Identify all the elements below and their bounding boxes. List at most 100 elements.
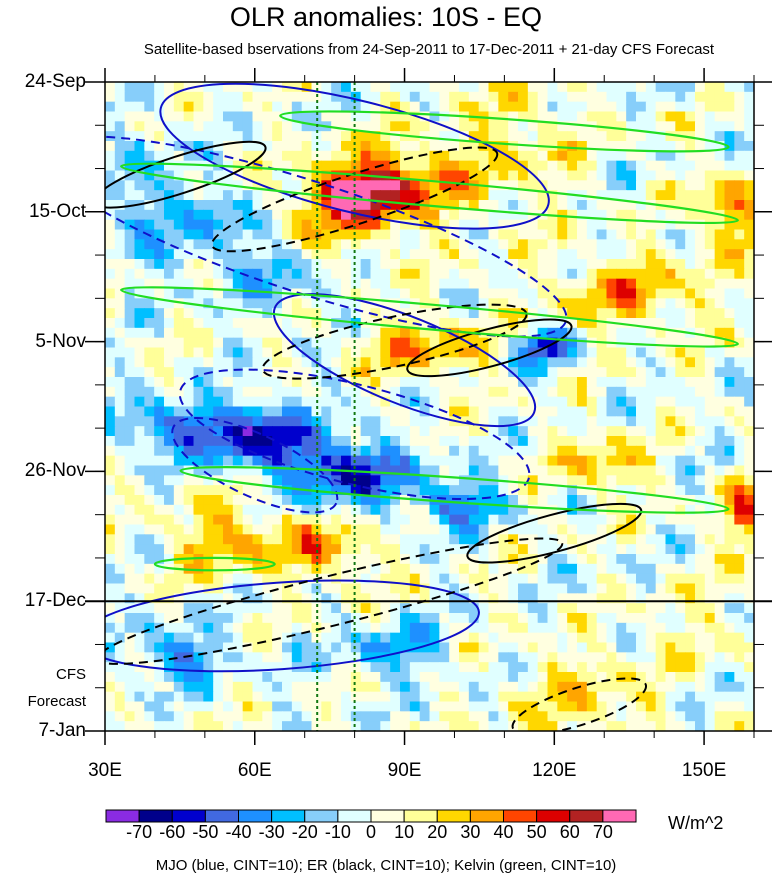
- heatmap-cell: [655, 219, 667, 231]
- heatmap-cell: [105, 249, 116, 260]
- heatmap-cell: [242, 288, 254, 299]
- heatmap-cell: [105, 219, 116, 231]
- heatmap-cell: [675, 475, 686, 486]
- heatmap-cell: [518, 613, 529, 624]
- heatmap-cell: [350, 200, 362, 211]
- heatmap-cell: [203, 573, 214, 585]
- heatmap-cell: [439, 180, 450, 191]
- heatmap-cell: [282, 131, 293, 142]
- heatmap-cell: [655, 298, 667, 309]
- heatmap-cell: [695, 514, 706, 526]
- heatmap-cell: [409, 475, 421, 486]
- heatmap-cell: [478, 514, 490, 526]
- heatmap-cell: [114, 249, 126, 260]
- heatmap-cell: [124, 475, 136, 486]
- heatmap-cell: [724, 495, 735, 506]
- heatmap-cell: [262, 160, 273, 172]
- heatmap-cell: [154, 357, 165, 368]
- heatmap-cell: [744, 711, 754, 722]
- heatmap-cell: [203, 278, 214, 290]
- heatmap-cell: [301, 534, 313, 545]
- heatmap-cell: [242, 652, 254, 663]
- heatmap-cell: [655, 445, 667, 457]
- heatmap-cell: [724, 544, 735, 555]
- heatmap-cell: [341, 504, 352, 516]
- heatmap-cell: [518, 563, 529, 575]
- heatmap-cell: [468, 91, 480, 103]
- heatmap-cell: [114, 121, 126, 132]
- heatmap-cell: [390, 672, 401, 683]
- heatmap-cell: [488, 337, 499, 349]
- heatmap-cell: [360, 377, 372, 388]
- heatmap-cell: [213, 91, 224, 103]
- heatmap-cell: [282, 495, 293, 506]
- heatmap-cell: [114, 504, 126, 516]
- heatmap-cell: [655, 622, 667, 634]
- heatmap-cell: [655, 426, 667, 437]
- heatmap-cell: [547, 445, 558, 457]
- heatmap-cell: [144, 111, 155, 122]
- heatmap-cell: [272, 554, 283, 565]
- heatmap-cell: [586, 377, 598, 388]
- heatmap-cell: [675, 298, 686, 309]
- heatmap-cell: [714, 563, 726, 575]
- heatmap-cell: [193, 200, 204, 211]
- heatmap-cell: [616, 603, 627, 614]
- heatmap-cell: [105, 268, 116, 280]
- heatmap-cell: [459, 91, 470, 103]
- heatmap-cell: [252, 337, 263, 349]
- heatmap-cell: [459, 544, 470, 555]
- heatmap-cell: [527, 445, 539, 457]
- heatmap-cell: [636, 91, 647, 103]
- heatmap-cell: [685, 406, 696, 417]
- heatmap-cell: [439, 200, 450, 211]
- heatmap-cell: [262, 573, 273, 585]
- heatmap-cell: [409, 465, 421, 476]
- heatmap-cell: [606, 82, 617, 93]
- heatmap-cell: [203, 386, 214, 398]
- heatmap-cell: [626, 249, 637, 260]
- heatmap-cell: [360, 445, 372, 457]
- heatmap-cell: [370, 554, 381, 565]
- heatmap-cell: [370, 672, 381, 683]
- heatmap-cell: [321, 632, 332, 644]
- heatmap-cell: [596, 111, 608, 122]
- heatmap-cell: [724, 82, 735, 93]
- heatmap-cell: [606, 278, 617, 290]
- heatmap-cell: [626, 514, 637, 526]
- heatmap-cell: [645, 82, 657, 93]
- heatmap-cell: [311, 91, 322, 103]
- heatmap-cell: [586, 554, 598, 565]
- heatmap-cell: [154, 278, 165, 290]
- heatmap-cell: [675, 406, 686, 417]
- heatmap-cell: [262, 485, 273, 496]
- heatmap-cell: [409, 308, 421, 319]
- heatmap-cell: [301, 711, 313, 722]
- heatmap-cell: [744, 170, 754, 181]
- heatmap-cell: [213, 672, 224, 683]
- heatmap-cell: [134, 613, 145, 624]
- heatmap-cell: [488, 131, 499, 142]
- heatmap-cell: [105, 278, 116, 290]
- heatmap-cell: [223, 662, 234, 673]
- heatmap-cell: [409, 583, 421, 594]
- heatmap-cell: [213, 711, 224, 722]
- heatmap-cell: [547, 82, 558, 93]
- heatmap-cell: [360, 278, 372, 290]
- heatmap-cell: [262, 514, 273, 526]
- heatmap-cell: [223, 426, 234, 437]
- heatmap-cell: [626, 672, 637, 683]
- heatmap-cell: [557, 632, 568, 644]
- heatmap-cell: [173, 632, 185, 644]
- heatmap-cell: [547, 249, 558, 260]
- heatmap-cell: [439, 583, 450, 594]
- heatmap-cell: [164, 642, 175, 653]
- heatmap-cell: [744, 632, 754, 644]
- heatmap-cell: [164, 396, 175, 408]
- heatmap-cell: [606, 495, 617, 506]
- heatmap-cell: [164, 347, 175, 358]
- heatmap-cell: [409, 209, 421, 221]
- heatmap-cell: [282, 249, 293, 260]
- heatmap-cell: [114, 485, 126, 496]
- heatmap-cell: [596, 455, 608, 467]
